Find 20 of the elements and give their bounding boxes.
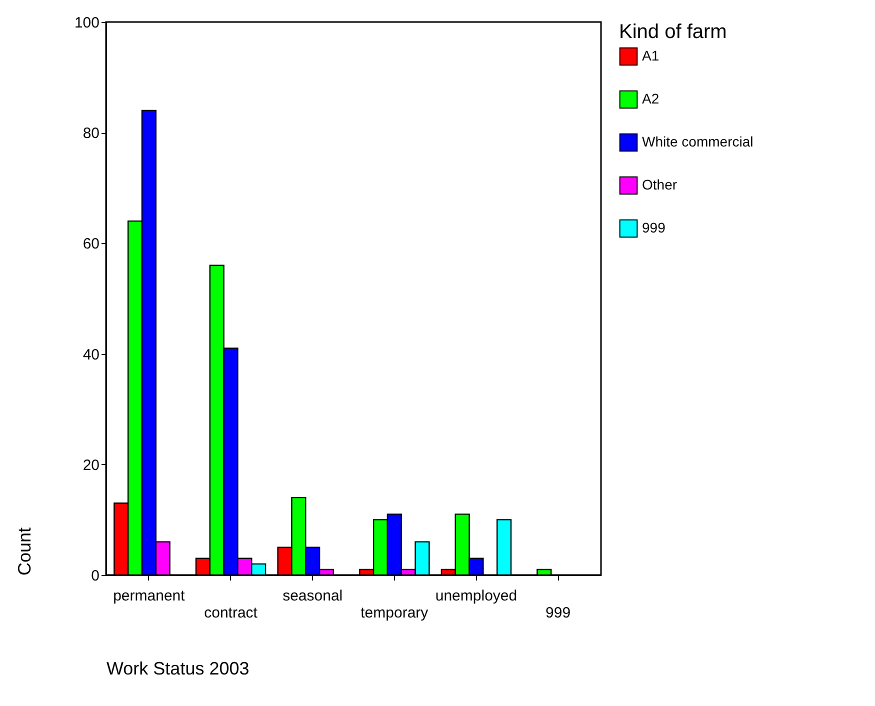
- x-tick-label: permanent: [113, 588, 186, 604]
- x-tick-label: temporary: [360, 604, 429, 622]
- y-tick-label: 100: [74, 14, 100, 32]
- y-tick-label: 80: [82, 125, 100, 142]
- y-tick-label: 40: [82, 346, 100, 364]
- x-tick-label: 999: [546, 604, 571, 622]
- x-tick-label: unemployed: [435, 588, 518, 604]
- y-tick-label: 0: [91, 568, 100, 584]
- y-tick-label: 60: [82, 236, 100, 253]
- legend-label: A1: [642, 48, 660, 64]
- legend-label: Other: [642, 176, 678, 192]
- x-tick-label: seasonal: [282, 588, 343, 604]
- y-tick-label: 20: [82, 456, 100, 474]
- x-axis-title: Work Status 2003: [106, 658, 250, 678]
- legend-label: A2: [642, 90, 660, 106]
- y-axis-title: Count: [14, 527, 34, 576]
- legend-label: White commercial: [642, 134, 754, 150]
- x-tick-label: contract: [204, 604, 258, 622]
- legend-title: Kind of farm: [619, 21, 727, 43]
- legend-label: 999: [642, 220, 666, 236]
